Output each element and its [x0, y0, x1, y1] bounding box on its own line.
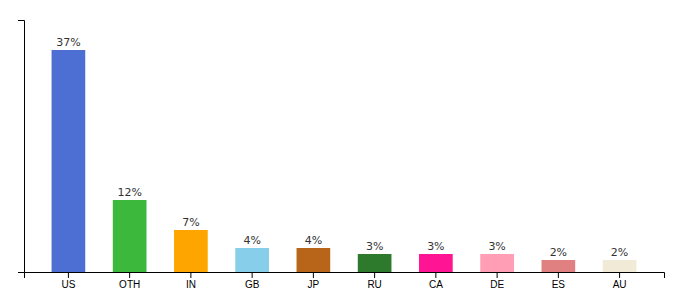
x-tick-label: DE [490, 279, 504, 290]
chart: US OTH IN GB JP RU CA DE ES AU 37% 12% 7% 4% 4% 3% 3% 3% 2… [0, 0, 680, 300]
x-tick-label: GB [245, 279, 260, 290]
y-axis [18, 21, 25, 273]
x-tick-mark [68, 272, 69, 278]
x-tick: RU [367, 272, 381, 290]
data-label: 3% [366, 240, 383, 253]
x-tick: GB [245, 272, 260, 290]
x-tick-mark [129, 272, 130, 278]
data-label: 7% [182, 216, 199, 229]
x-tick-mark [619, 272, 620, 278]
x-tick-mark [252, 272, 253, 278]
x-tick: AU [613, 272, 627, 290]
x-tick-label: JP [308, 279, 320, 290]
bar [235, 248, 269, 272]
x-tick-label: OTH [119, 279, 140, 290]
data-label: 12% [117, 186, 141, 199]
data-label: 37% [56, 36, 80, 49]
x-tick: OTH [119, 272, 140, 290]
x-tick: DE [490, 272, 504, 290]
x-tick-mark [190, 272, 191, 278]
x-axis: US OTH IN GB JP RU CA DE ES AU [25, 272, 665, 290]
data-label: 3% [427, 240, 444, 253]
x-tick-label: RU [367, 279, 381, 290]
x-tick-mark [313, 272, 314, 278]
x-tick-mark [558, 272, 559, 278]
data-label: 4% [243, 234, 260, 247]
bar [603, 260, 637, 272]
x-tick: IN [186, 272, 196, 290]
bar [297, 248, 331, 272]
x-tick-label: CA [429, 279, 443, 290]
x-tick-label: US [61, 279, 75, 290]
x-tick: ES [552, 272, 566, 290]
data-label: 4% [305, 234, 322, 247]
bar [52, 50, 86, 272]
x-tick-mark [497, 272, 498, 278]
bar [542, 260, 576, 272]
data-labels: 37% 12% 7% 4% 4% 3% 3% 3% 2% 2% [56, 36, 628, 259]
bar [358, 254, 392, 272]
bar [419, 254, 453, 272]
x-tick-label: AU [613, 279, 627, 290]
x-tick-label: ES [552, 279, 566, 290]
data-label: 3% [488, 240, 505, 253]
x-tick-mark [374, 272, 375, 278]
x-tick: JP [308, 272, 320, 290]
x-tick-mark [435, 272, 436, 278]
bar [480, 254, 514, 272]
data-label: 2% [550, 246, 567, 259]
bars [52, 50, 637, 272]
bar [113, 200, 147, 272]
bar [174, 230, 208, 272]
x-axis-line [25, 273, 665, 279]
y-axis-line [18, 21, 25, 273]
x-tick-label: IN [186, 279, 196, 290]
data-label: 2% [611, 246, 628, 259]
plot: US OTH IN GB JP RU CA DE ES AU 37% 12% 7% 4% 4% 3% 3% 3% 2… [18, 21, 665, 291]
x-tick: CA [429, 272, 443, 290]
x-tick: US [61, 272, 75, 290]
